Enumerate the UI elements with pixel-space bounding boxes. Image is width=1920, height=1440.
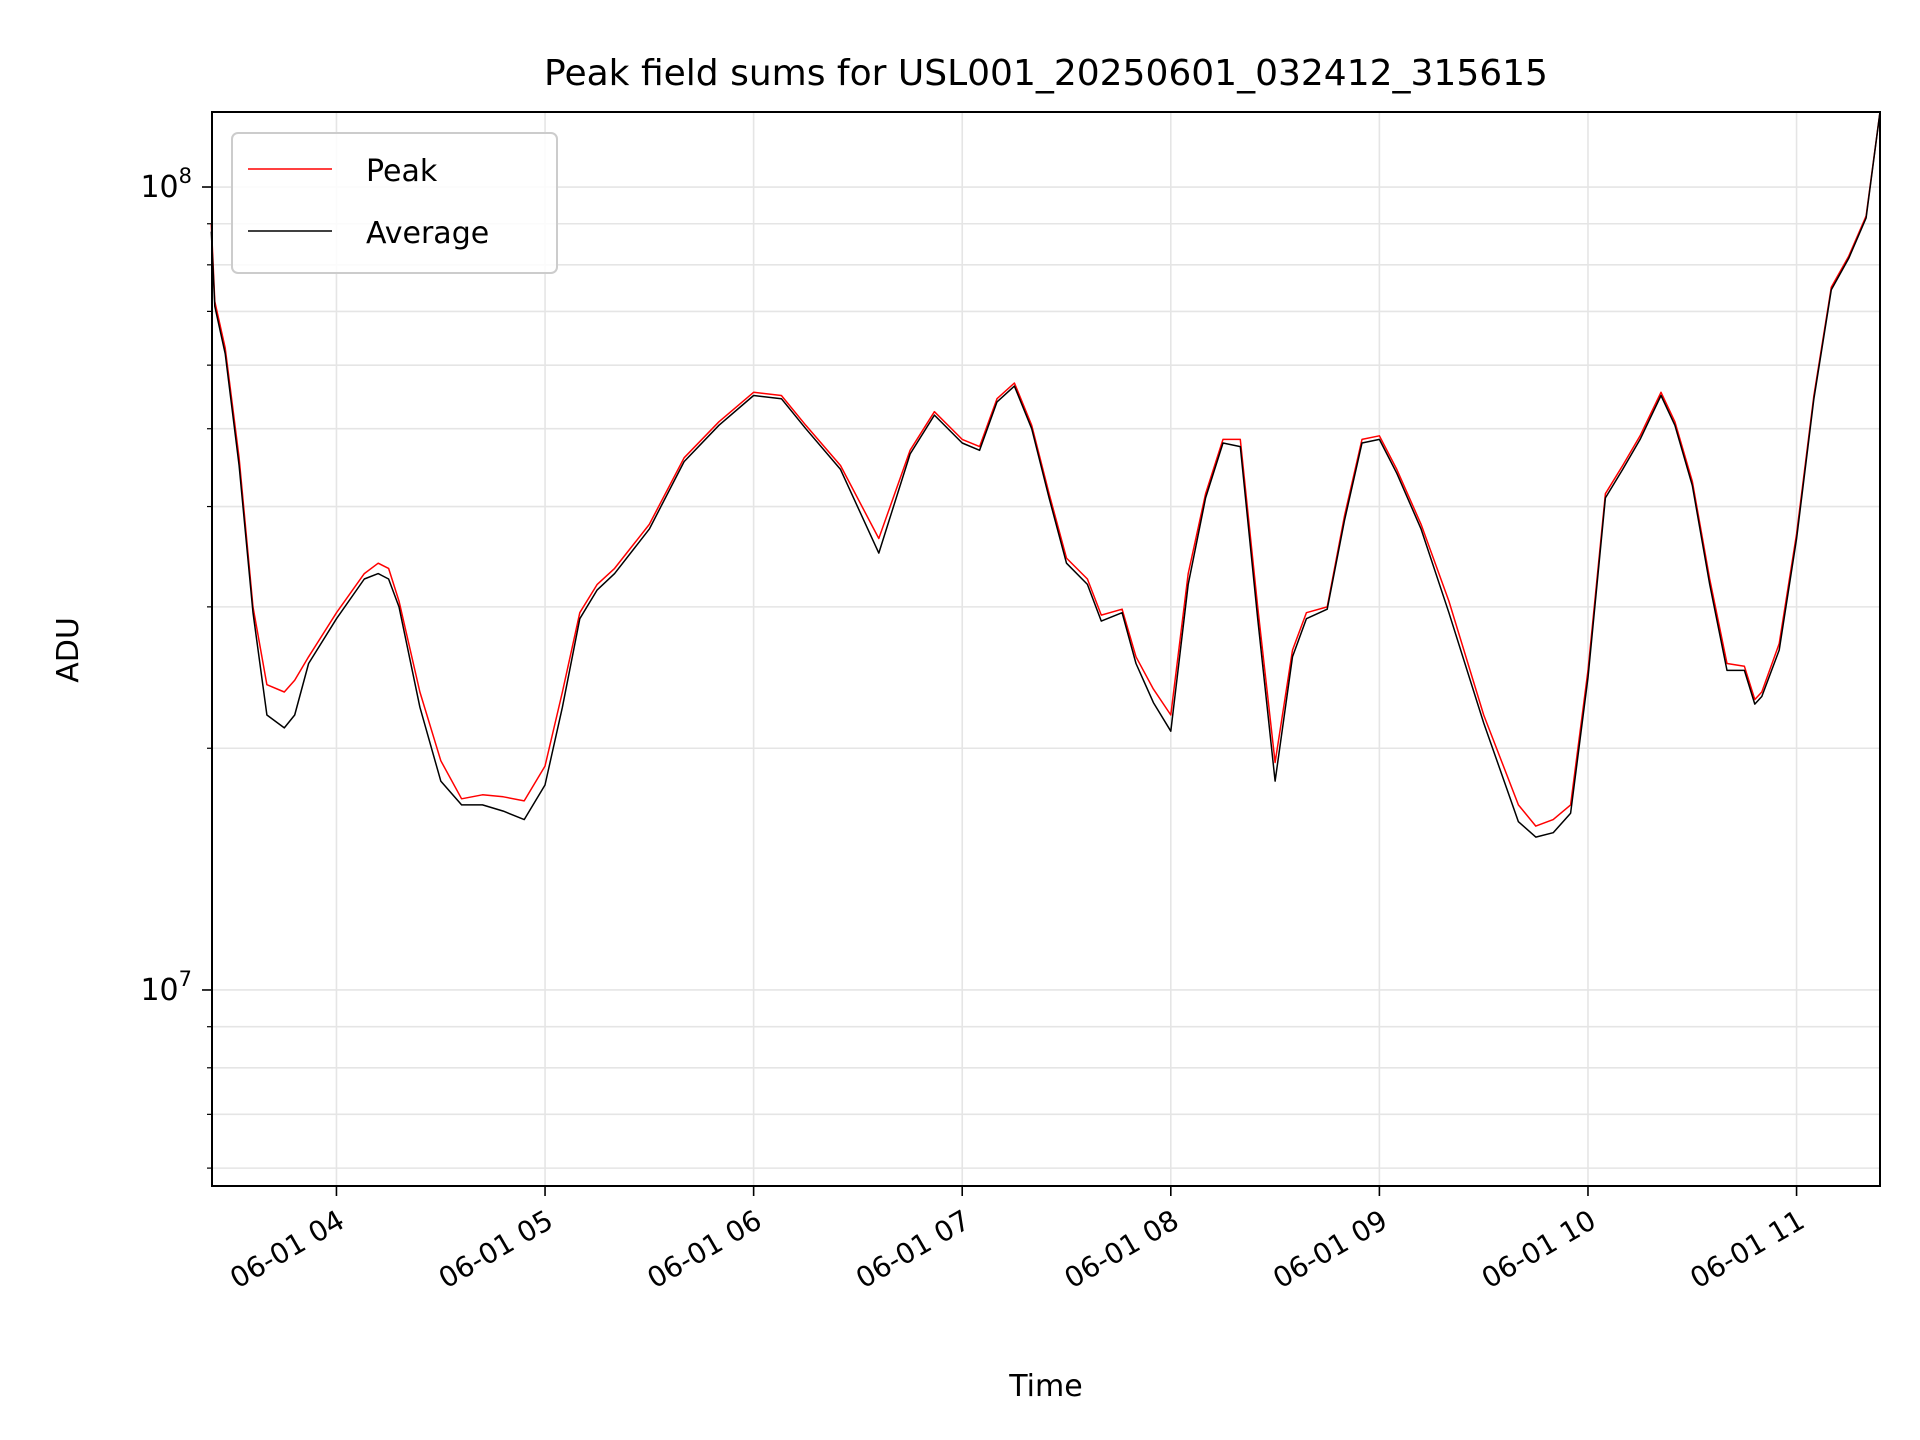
series-layer <box>210 111 1881 838</box>
legend-label-peak: Peak <box>366 154 438 189</box>
y-tick-label: 107 <box>140 967 192 1008</box>
grid-lines <box>212 112 1880 1186</box>
y-axis-label: ADU <box>51 617 86 683</box>
legend-box <box>231 132 558 274</box>
series-line-average <box>210 111 1881 838</box>
plot-frame <box>211 111 1881 1187</box>
legend-label-average: Average <box>366 216 489 251</box>
y-axis-ticks: 107 108 <box>140 164 212 1169</box>
y-tick-label: 108 <box>140 164 192 205</box>
chart-title: Peak field sums for USL001_20250601_0324… <box>544 53 1548 94</box>
x-axis-label: Time <box>1008 1369 1082 1404</box>
series-line-peak <box>210 111 1881 827</box>
legend: Peak Average <box>231 132 558 274</box>
